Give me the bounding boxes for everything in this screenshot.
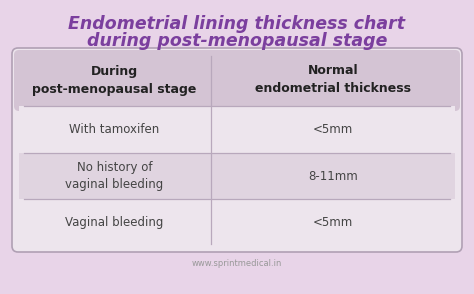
FancyBboxPatch shape	[14, 50, 460, 111]
Text: 8-11mm: 8-11mm	[309, 170, 358, 183]
Text: Normal
endometrial thickness: Normal endometrial thickness	[255, 64, 411, 96]
Bar	[19, 106, 455, 153]
Text: During
post-menopausal stage: During post-menopausal stage	[32, 64, 197, 96]
Bar	[19, 199, 455, 246]
Text: <5mm: <5mm	[313, 216, 354, 229]
Text: during post-menopausal stage: during post-menopausal stage	[87, 32, 387, 50]
Bar	[19, 153, 455, 199]
Text: www.sprintmedical.in: www.sprintmedical.in	[192, 260, 282, 268]
Text: Endometrial lining thickness chart: Endometrial lining thickness chart	[69, 15, 405, 33]
Bar	[19, 85, 455, 106]
Text: With tamoxifen: With tamoxifen	[69, 123, 159, 136]
Text: Vaginal bleeding: Vaginal bleeding	[65, 216, 164, 229]
FancyBboxPatch shape	[12, 48, 462, 252]
Text: <5mm: <5mm	[313, 123, 354, 136]
Text: No history of
vaginal bleeding: No history of vaginal bleeding	[65, 161, 164, 191]
